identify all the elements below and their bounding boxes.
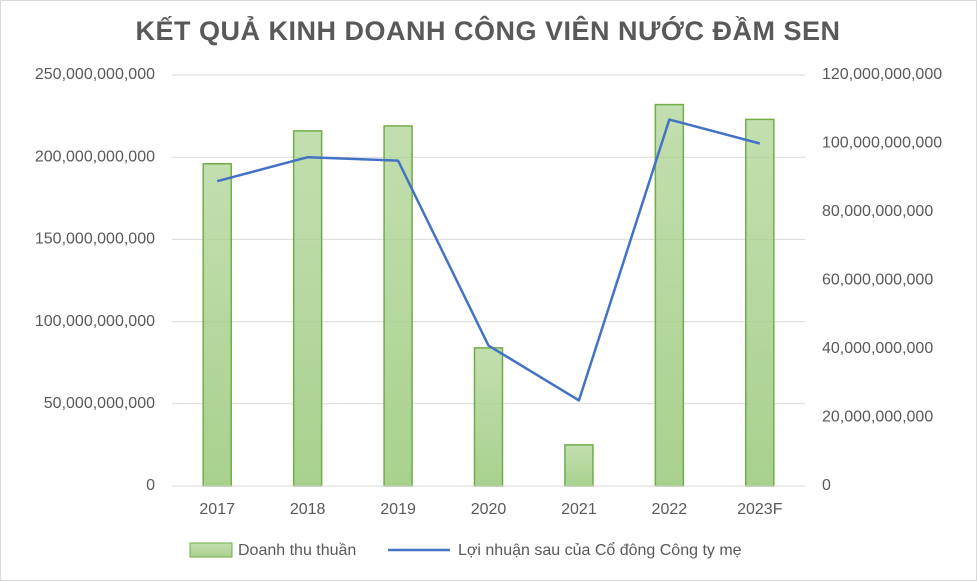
bar [292,130,323,487]
x-tick-label: 2023F [737,501,783,518]
bar [564,444,594,487]
y-tick-label: 250,000,000,000 [35,66,155,83]
x-tick-label: 2022 [652,501,688,518]
y-tick-label: 50,000,000,000 [44,395,155,412]
y2-tick-label: 80,000,000,000 [822,203,933,220]
y2-tick-label: 120,000,000,000 [822,66,942,83]
y-tick-label: 200,000,000,000 [35,148,155,165]
x-tick-label: 2017 [199,501,235,518]
y-tick-label: 100,000,000,000 [35,313,155,330]
bar [745,118,775,487]
chart-title: KẾT QUẢ KINH DOANH CÔNG VIÊN NƯỚC ĐẦM SE… [136,14,841,46]
x-tick-label: 2020 [471,501,507,518]
y2-tick-label: 40,000,000,000 [822,340,933,357]
bar [473,347,504,487]
line [216,118,761,402]
bar [654,103,685,487]
x-tick-label: 2021 [561,501,597,518]
bar [383,125,413,487]
y2-tick-label: 100,000,000,000 [822,135,942,152]
y2-tick-label: 60,000,000,000 [822,272,933,289]
legend-label: Doanh thu thuần [238,542,356,559]
y-tick-label: 150,000,000,000 [35,231,155,248]
y2-tick-label: 20,000,000,000 [822,409,933,426]
y-tick-label: 0 [146,477,155,494]
legend-swatch [189,542,233,558]
y2-tick-label: 0 [822,477,831,494]
x-tick-label: 2019 [380,501,416,518]
bar [202,163,232,487]
legend-label: Lợi nhuận sau của Cổ đông Công ty mẹ [458,541,742,559]
x-tick-label: 2018 [290,501,326,518]
